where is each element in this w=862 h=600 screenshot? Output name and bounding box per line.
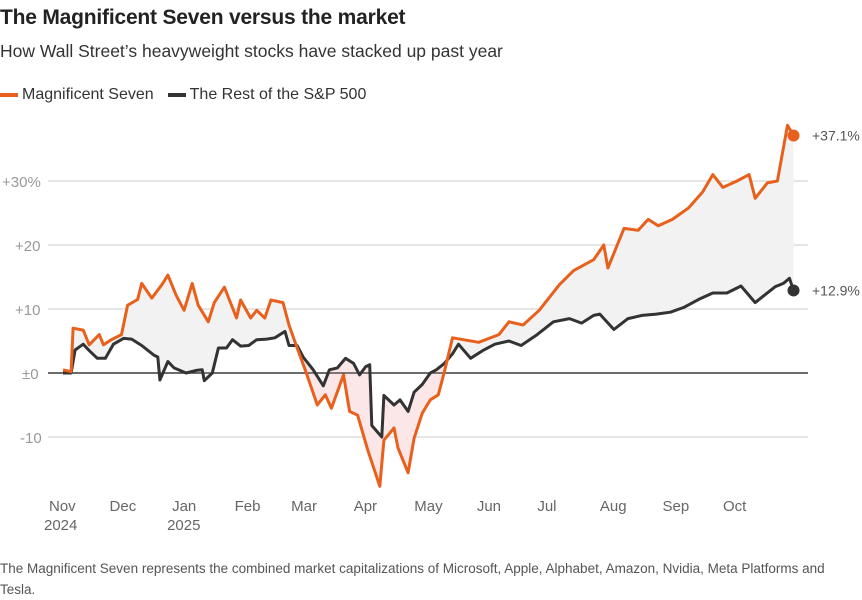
x-tick-label: May xyxy=(414,498,443,515)
end-point-1 xyxy=(787,284,800,297)
end-label-0: +37.1% xyxy=(812,128,860,144)
x-tick-label: Feb xyxy=(235,498,261,515)
y-tick-label: +10 xyxy=(15,302,40,319)
legend: Magnificent Seven The Rest of the S&P 50… xyxy=(0,86,380,104)
x-tick-label: Aug xyxy=(600,498,627,515)
series-line-0 xyxy=(62,123,795,488)
y-tick-label: -10 xyxy=(20,430,42,447)
legend-label-mag7: Magnificent Seven xyxy=(22,86,154,103)
x-tick-label: Jul xyxy=(537,498,556,515)
x-tick-label: Apr xyxy=(354,498,377,515)
series-line-1 xyxy=(63,276,795,439)
legend-label-rest: The Rest of the S&P 500 xyxy=(189,86,367,103)
chart-subtitle: How Wall Street’s heavyweight stocks hav… xyxy=(0,41,503,61)
legend-item-rest: The Rest of the S&P 500 xyxy=(167,86,367,104)
x-tick-year: 2025 xyxy=(167,517,200,534)
x-tick-label: Sep xyxy=(662,498,689,515)
end-label-1: +12.9% xyxy=(812,282,860,298)
end-point-0 xyxy=(787,129,800,142)
line-chart: +30% +20 +10 ±0 -10 Nov 2024 Dec Jan 2025 Feb Mar Ap… xyxy=(2,123,860,534)
x-tick-label: Oct xyxy=(723,498,747,515)
y-tick-label: +20 xyxy=(15,238,40,255)
x-tick-label: Jan xyxy=(172,498,196,515)
chart-title: The Magnificent Seven versus the market xyxy=(0,6,406,29)
gap-fill-outperform xyxy=(63,125,794,437)
x-tick-year: 2024 xyxy=(44,517,77,534)
legend-swatch-rest xyxy=(167,93,186,97)
x-tick-label: Mar xyxy=(291,498,317,515)
footnote: The Magnificent Seven represents the com… xyxy=(0,561,825,597)
x-tick-label: Nov xyxy=(49,498,76,515)
y-tick-label: ±0 xyxy=(22,366,39,383)
y-tick-label: +30% xyxy=(2,174,41,191)
x-tick-label: Jun xyxy=(477,498,501,515)
legend-swatch-mag7 xyxy=(0,93,18,97)
x-tick-label: Dec xyxy=(110,498,137,515)
legend-item-mag7: Magnificent Seven xyxy=(0,86,154,104)
